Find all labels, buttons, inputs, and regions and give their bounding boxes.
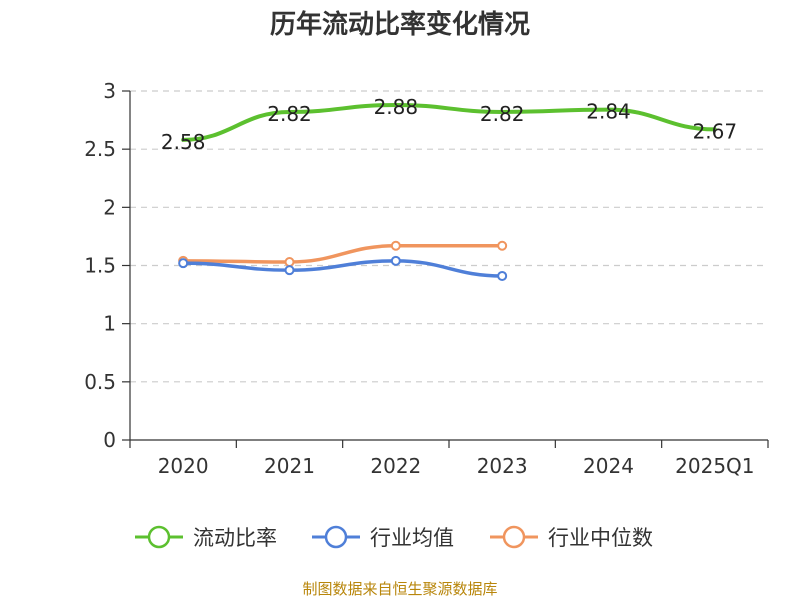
x-axis: 2020 2021 2022 2023 2024 2025Q1	[129, 439, 769, 478]
data-point	[497, 240, 508, 251]
x-tick-label: 2020	[158, 454, 209, 478]
data-point	[390, 240, 401, 251]
x-tick-label: 2021	[264, 454, 315, 478]
y-tick-label: 3	[103, 79, 116, 103]
y-tick-label: 2	[103, 195, 116, 219]
legend-label: 流动比率	[193, 526, 277, 550]
data-point	[178, 258, 189, 269]
legend-marker	[324, 525, 348, 549]
series-line-2	[181, 243, 504, 264]
legend-label: 行业均值	[370, 526, 454, 550]
y-tick-label: 0.5	[84, 370, 116, 394]
data-label: 2.88	[374, 95, 419, 119]
x-tick-label: 2022	[370, 454, 421, 478]
data-label: 2.82	[480, 102, 525, 126]
x-tick-label: 2023	[477, 454, 528, 478]
data-label: 2.58	[161, 130, 206, 154]
grid-lines	[130, 90, 768, 383]
data-label: 2.82	[267, 102, 312, 126]
data-label: 2.67	[693, 119, 738, 143]
data-point	[284, 257, 295, 268]
data-point	[390, 255, 401, 266]
x-tick-label: 2024	[583, 454, 634, 478]
y-tick-label: 1	[103, 312, 116, 336]
y-tick-label: 2.5	[84, 137, 116, 161]
data-point	[497, 270, 508, 281]
y-axis: 0 0.5 1 1.5 2 2.5 3	[84, 79, 131, 452]
legend-marker	[147, 525, 171, 549]
series-lines	[178, 102, 717, 281]
data-label: 2.84	[586, 100, 631, 124]
series-line-0	[181, 102, 717, 142]
source-note: 制图数据来自恒生聚源数据库	[302, 580, 497, 598]
legend-label: 行业中位数	[548, 526, 653, 550]
legend-marker	[502, 525, 526, 549]
chart-title: 历年流动比率变化情况	[270, 9, 530, 40]
y-tick-label: 0	[103, 428, 116, 452]
data-labels: 2.58 2.82 2.88 2.82 2.84 2.67	[161, 95, 737, 154]
y-tick-label: 1.5	[84, 254, 116, 278]
data-point	[284, 265, 295, 276]
legend: 流动比率 行业均值 行业中位数	[135, 525, 653, 550]
x-tick-label: 2025Q1	[675, 454, 754, 478]
series-line-1	[181, 259, 504, 278]
